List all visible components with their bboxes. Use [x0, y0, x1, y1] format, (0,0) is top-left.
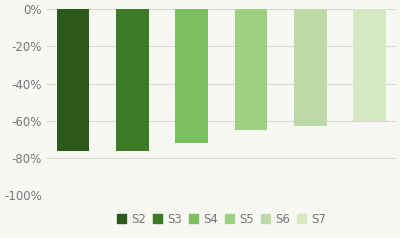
Bar: [294, 9, 327, 126]
Bar: [235, 9, 267, 130]
Bar: [175, 9, 208, 143]
Bar: [116, 9, 149, 150]
Legend: S2, S3, S4, S5, S6, S7: S2, S3, S4, S5, S6, S7: [114, 210, 328, 228]
Bar: [353, 9, 386, 121]
Bar: [57, 9, 89, 150]
